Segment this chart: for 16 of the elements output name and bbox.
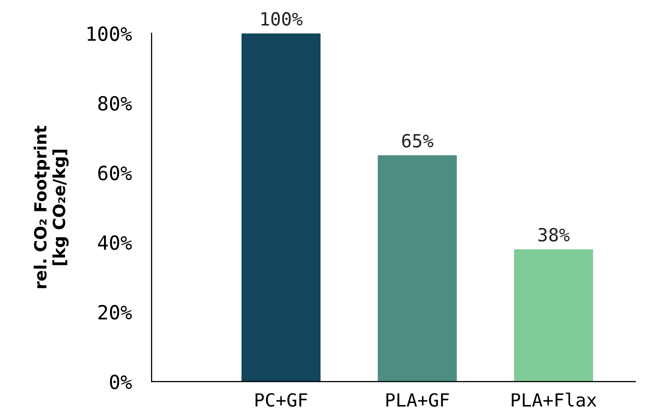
x-tick-label: PLA+Flax (512, 392, 596, 407)
bar (242, 33, 321, 382)
y-tick-label: 80% (98, 96, 132, 111)
data-label: 100% (261, 12, 302, 26)
y-tick-label: 20% (98, 304, 132, 320)
bar (378, 155, 457, 382)
y-tick-label: 0% (110, 374, 132, 390)
y-tick-label: 60% (98, 166, 132, 180)
y-tick-label: 100% (88, 26, 132, 42)
data-label: 65% (402, 134, 434, 148)
x-tick-label: PLA+GF (386, 393, 449, 407)
y-tick-label: 40% (98, 235, 132, 250)
data-label: 38% (538, 228, 570, 242)
y-axis-title: rel. CO₂ Footprint [kg CO₂e/kg] (34, 126, 69, 288)
bar (514, 249, 594, 382)
x-tick-label: PC+GF (256, 393, 308, 407)
